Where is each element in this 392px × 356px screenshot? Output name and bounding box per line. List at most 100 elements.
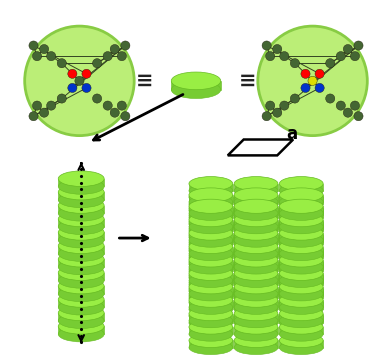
Circle shape [47,101,56,110]
Ellipse shape [234,316,278,330]
Polygon shape [279,262,323,269]
Ellipse shape [58,192,104,208]
Ellipse shape [279,228,323,242]
Ellipse shape [58,251,104,267]
Ellipse shape [279,242,323,256]
Ellipse shape [189,199,233,213]
Ellipse shape [279,210,323,225]
Polygon shape [279,289,323,296]
Ellipse shape [234,271,278,285]
Ellipse shape [279,287,323,301]
Polygon shape [189,220,233,227]
Ellipse shape [189,210,233,225]
Ellipse shape [234,230,278,245]
Ellipse shape [58,184,104,200]
Circle shape [280,101,289,110]
Ellipse shape [234,262,278,276]
Ellipse shape [189,233,233,247]
Ellipse shape [234,309,278,323]
Ellipse shape [58,198,104,213]
Ellipse shape [234,237,278,251]
Ellipse shape [189,242,233,256]
Polygon shape [189,260,233,267]
Ellipse shape [189,273,233,288]
Ellipse shape [279,293,323,307]
Polygon shape [189,262,233,269]
Polygon shape [189,273,233,281]
Ellipse shape [189,266,233,281]
Ellipse shape [234,248,278,263]
Ellipse shape [234,320,278,334]
Ellipse shape [279,208,323,222]
Ellipse shape [279,203,323,218]
Ellipse shape [279,233,323,247]
Circle shape [82,83,91,93]
Ellipse shape [189,206,233,220]
Circle shape [29,111,38,121]
Ellipse shape [189,240,233,253]
Polygon shape [279,206,323,213]
Circle shape [343,108,352,117]
Ellipse shape [189,220,233,234]
Ellipse shape [234,213,278,227]
Ellipse shape [279,334,323,347]
Polygon shape [189,314,233,321]
Circle shape [29,41,38,50]
Circle shape [93,94,102,103]
Polygon shape [58,246,104,253]
Ellipse shape [234,307,278,321]
Ellipse shape [234,217,278,231]
Ellipse shape [279,220,323,234]
Polygon shape [189,210,233,218]
Ellipse shape [189,257,233,271]
Polygon shape [189,287,233,294]
Ellipse shape [189,284,233,298]
Ellipse shape [234,220,278,234]
Ellipse shape [234,195,278,209]
Polygon shape [58,219,104,227]
Ellipse shape [234,190,278,204]
Ellipse shape [234,291,278,305]
Polygon shape [279,220,323,227]
Polygon shape [189,278,233,285]
Polygon shape [189,195,233,202]
Ellipse shape [279,206,323,220]
Circle shape [308,76,317,85]
Circle shape [40,44,49,54]
Circle shape [301,83,310,93]
Ellipse shape [234,251,278,265]
Polygon shape [279,260,323,267]
Ellipse shape [234,282,278,296]
Ellipse shape [279,262,323,276]
Polygon shape [234,251,278,258]
Ellipse shape [58,299,104,315]
Polygon shape [279,314,323,321]
Polygon shape [234,246,278,253]
Ellipse shape [58,265,104,281]
Text: a: a [287,125,298,143]
Ellipse shape [189,307,233,321]
Polygon shape [234,184,278,191]
Polygon shape [189,291,233,298]
Polygon shape [58,259,104,267]
Ellipse shape [279,201,323,215]
Polygon shape [234,195,278,202]
Polygon shape [279,327,323,334]
Ellipse shape [189,190,233,204]
Polygon shape [58,192,104,200]
Circle shape [273,108,282,117]
Circle shape [57,59,66,68]
Ellipse shape [58,179,104,194]
Ellipse shape [58,205,104,221]
Polygon shape [234,276,278,283]
Polygon shape [189,276,233,283]
Ellipse shape [279,282,323,296]
Polygon shape [279,251,323,258]
Ellipse shape [234,199,278,213]
Circle shape [121,111,130,121]
Ellipse shape [279,251,323,265]
Circle shape [25,26,134,136]
Polygon shape [189,224,233,231]
Polygon shape [234,273,278,281]
Polygon shape [234,235,278,242]
